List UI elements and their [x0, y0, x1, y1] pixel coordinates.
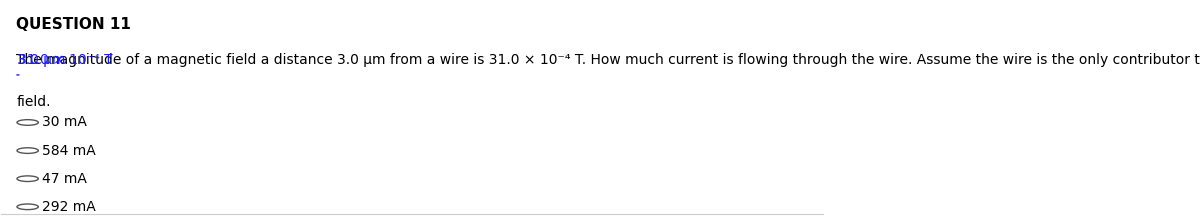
Text: 31.0 × 10⁻⁴ T: 31.0 × 10⁻⁴ T — [18, 53, 113, 67]
Text: 47 mA: 47 mA — [42, 172, 88, 186]
Text: 30 mA: 30 mA — [42, 115, 88, 129]
Text: 292 mA: 292 mA — [42, 200, 96, 214]
Text: 584 mA: 584 mA — [42, 144, 96, 158]
Text: The magnitude of a magnetic field a distance 3.0 μm from a wire is 31.0 × 10⁻⁴ T: The magnitude of a magnetic field a dist… — [16, 53, 1200, 67]
Text: 3.0 μm: 3.0 μm — [17, 53, 65, 67]
Text: field.: field. — [16, 95, 50, 110]
Text: QUESTION 11: QUESTION 11 — [16, 16, 131, 32]
